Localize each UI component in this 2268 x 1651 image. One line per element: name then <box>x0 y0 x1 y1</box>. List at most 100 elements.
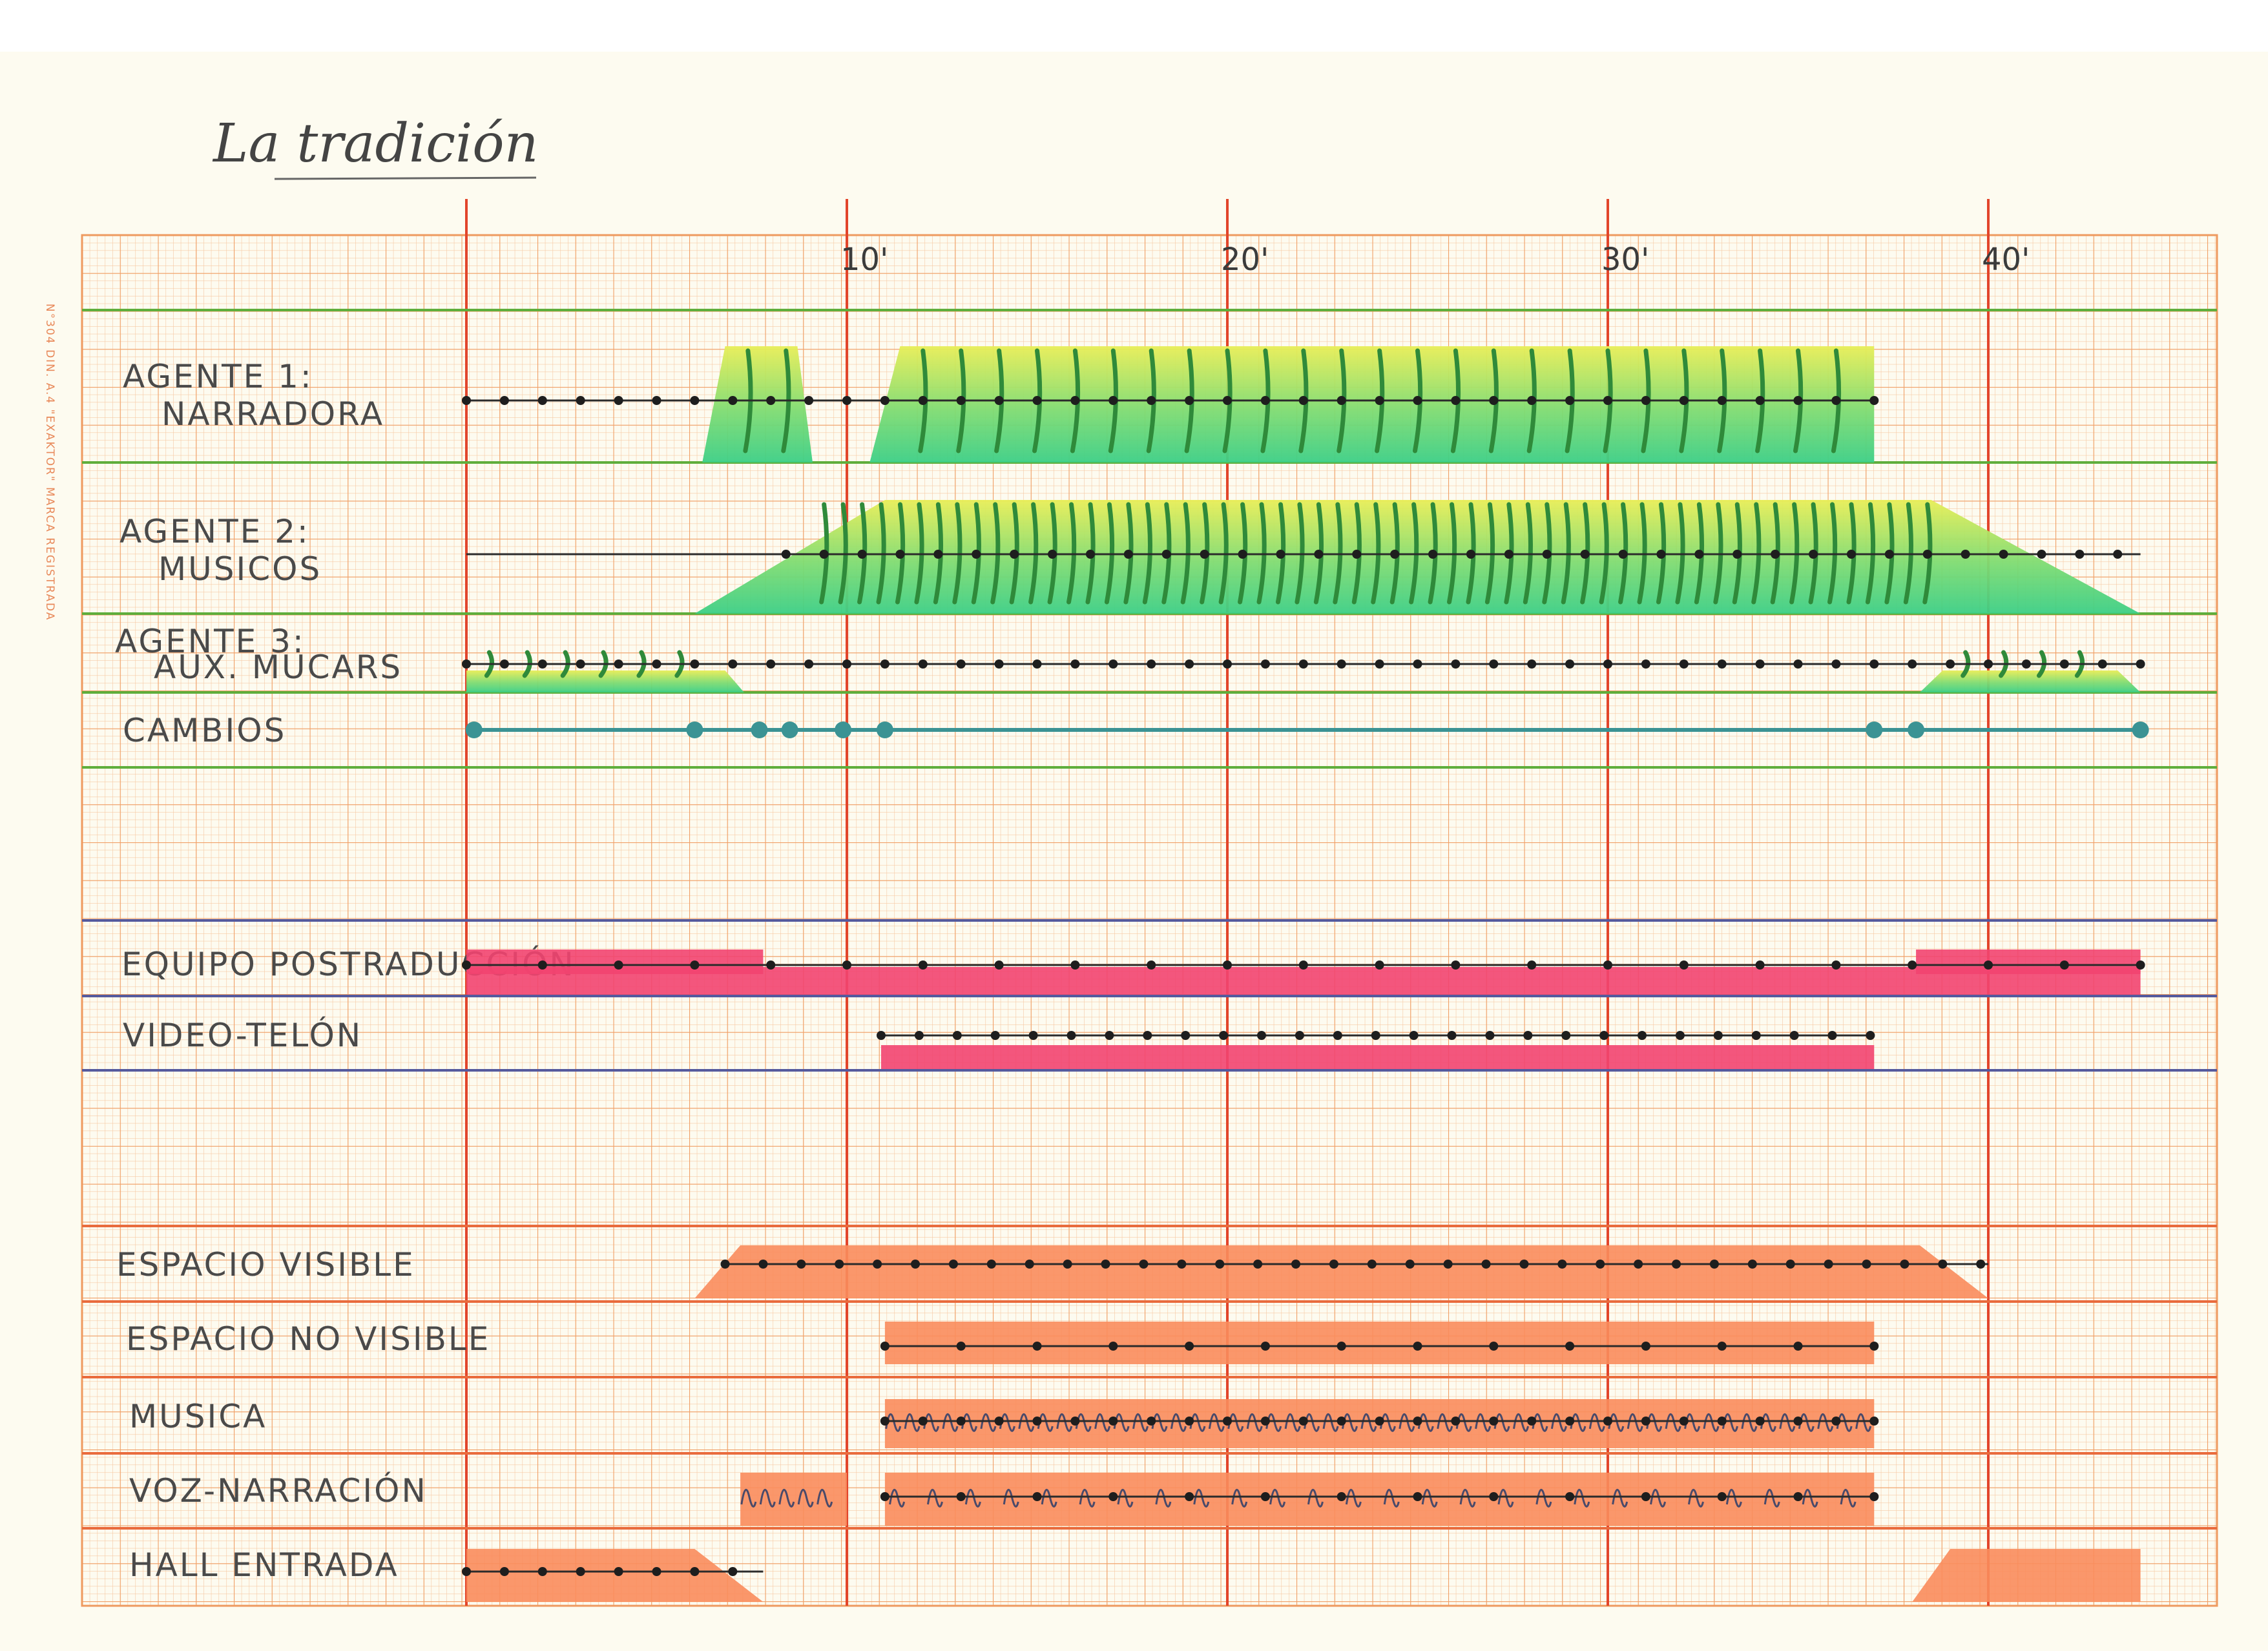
timeline-dot <box>880 659 890 669</box>
timeline-dot <box>918 960 928 970</box>
timeline-dot <box>1276 550 1285 559</box>
timeline-dot <box>1603 960 1612 970</box>
timeline-dot <box>1565 1492 1575 1501</box>
timeline-dot <box>933 550 943 559</box>
timeline-dot <box>1298 396 1308 405</box>
change-point <box>876 722 893 738</box>
timeline-dot <box>1984 659 1993 669</box>
timeline-dot <box>690 1567 700 1576</box>
timeline-dot <box>1771 550 1780 559</box>
timeline-dot <box>1260 1417 1270 1426</box>
wave-mark <box>797 1489 814 1508</box>
change-point <box>1908 722 1925 738</box>
timeline-dot <box>758 1260 768 1269</box>
timeline-dot <box>614 396 623 405</box>
lane-espacio_no_visible: ESPACIO NO VISIBLE <box>126 1320 1879 1364</box>
timeline-dot <box>1070 659 1080 669</box>
timeline-dot <box>1519 1260 1529 1269</box>
timeline-dot <box>990 1031 1000 1040</box>
timeline-dot <box>1337 1417 1346 1426</box>
lane-bar <box>1912 1549 2141 1602</box>
timeline-dot <box>1295 1031 1304 1040</box>
timeline-dot <box>880 1417 890 1426</box>
timeline-dot <box>1862 1260 1871 1269</box>
wave-mark <box>740 1489 757 1508</box>
timeline-dot <box>1922 550 1932 559</box>
timeline-dot <box>1298 659 1308 669</box>
timeline-dot <box>1123 550 1133 559</box>
lane-label: CAMBIOS <box>123 712 286 749</box>
timeline-dot <box>1223 659 1232 669</box>
timeline-dot <box>1580 550 1590 559</box>
timeline-dot <box>895 550 905 559</box>
timeline-dot <box>1672 1260 1681 1269</box>
timeline-dot <box>948 1260 958 1269</box>
timeline-dot <box>918 659 928 669</box>
timeline-dot <box>652 396 661 405</box>
timeline-dot <box>1108 396 1118 405</box>
timeline-dot <box>1028 1031 1038 1040</box>
timeline-dot <box>1755 960 1765 970</box>
timeline-dot <box>1337 396 1346 405</box>
change-point <box>2132 722 2149 738</box>
timeline-dot <box>1367 1260 1377 1269</box>
lane-bar <box>694 1245 1988 1298</box>
timeline-dot <box>1215 1260 1225 1269</box>
timeline-dot <box>1793 1492 1803 1501</box>
timeline-dot <box>1713 1031 1723 1040</box>
timeline-dot <box>1679 396 1689 405</box>
change-point <box>465 722 483 738</box>
timeline-dot <box>1451 659 1461 669</box>
lane-label: AGENTE 2: <box>120 513 310 550</box>
timeline-dot <box>1147 1417 1156 1426</box>
timeline-dot <box>1679 960 1689 970</box>
timeline-dot <box>1717 1492 1727 1501</box>
timeline-dot <box>1260 1492 1270 1501</box>
timeline-dot <box>1675 1031 1685 1040</box>
lane-label: MUSICA <box>129 1398 267 1435</box>
timeline-dot <box>1298 1417 1308 1426</box>
lane-bar <box>884 1322 1875 1364</box>
timeline-dot <box>1793 1342 1803 1351</box>
timeline-dot <box>1565 659 1575 669</box>
tick-label: 40' <box>1982 242 2030 278</box>
timeline-dot <box>1257 1031 1267 1040</box>
timeline-dot <box>1709 1260 1719 1269</box>
timeline-dot <box>1481 1260 1491 1269</box>
timeline-dot <box>914 1031 924 1040</box>
lane-bar <box>466 1549 764 1602</box>
timeline-dot <box>956 659 966 669</box>
lane-label: AUX. MUCARS <box>154 649 402 686</box>
timeline-dot <box>1831 960 1841 970</box>
timeline-dot <box>956 1492 966 1501</box>
timeline-dot <box>537 960 547 970</box>
timeline-dot <box>1755 396 1765 405</box>
lane-bar <box>466 950 764 974</box>
change-point <box>751 722 768 738</box>
timeline-dot <box>1679 659 1689 669</box>
timeline-dot <box>1599 1031 1609 1040</box>
timeline-dot <box>1147 960 1156 970</box>
timeline-dot <box>1504 550 1514 559</box>
lane-bar <box>881 1045 1875 1069</box>
timeline-dot <box>1827 1031 1837 1040</box>
timeline-dot <box>1238 550 1247 559</box>
timeline-dot <box>1866 1031 1875 1040</box>
timeline-dot <box>2113 550 2123 559</box>
timeline-dot <box>1466 550 1475 559</box>
timeline-dot <box>720 1260 730 1269</box>
timeline-dot <box>1961 550 1970 559</box>
lane-bar <box>1916 950 2141 974</box>
timeline-dot <box>1371 1031 1380 1040</box>
timeline-dot <box>1561 1031 1571 1040</box>
timeline-dot <box>1641 659 1650 669</box>
timeline-dot <box>1010 550 1019 559</box>
timeline-dot <box>1298 960 1308 970</box>
timeline-dot <box>1451 960 1461 970</box>
timeline-dot <box>1048 550 1057 559</box>
timeline-dot <box>1831 396 1841 405</box>
timeline-dot <box>1147 396 1156 405</box>
paper-brand: N°304 DIN. A.4 "EXAKTOR" MARCA REGISTRAD… <box>43 304 56 621</box>
timeline-dot <box>576 396 585 405</box>
